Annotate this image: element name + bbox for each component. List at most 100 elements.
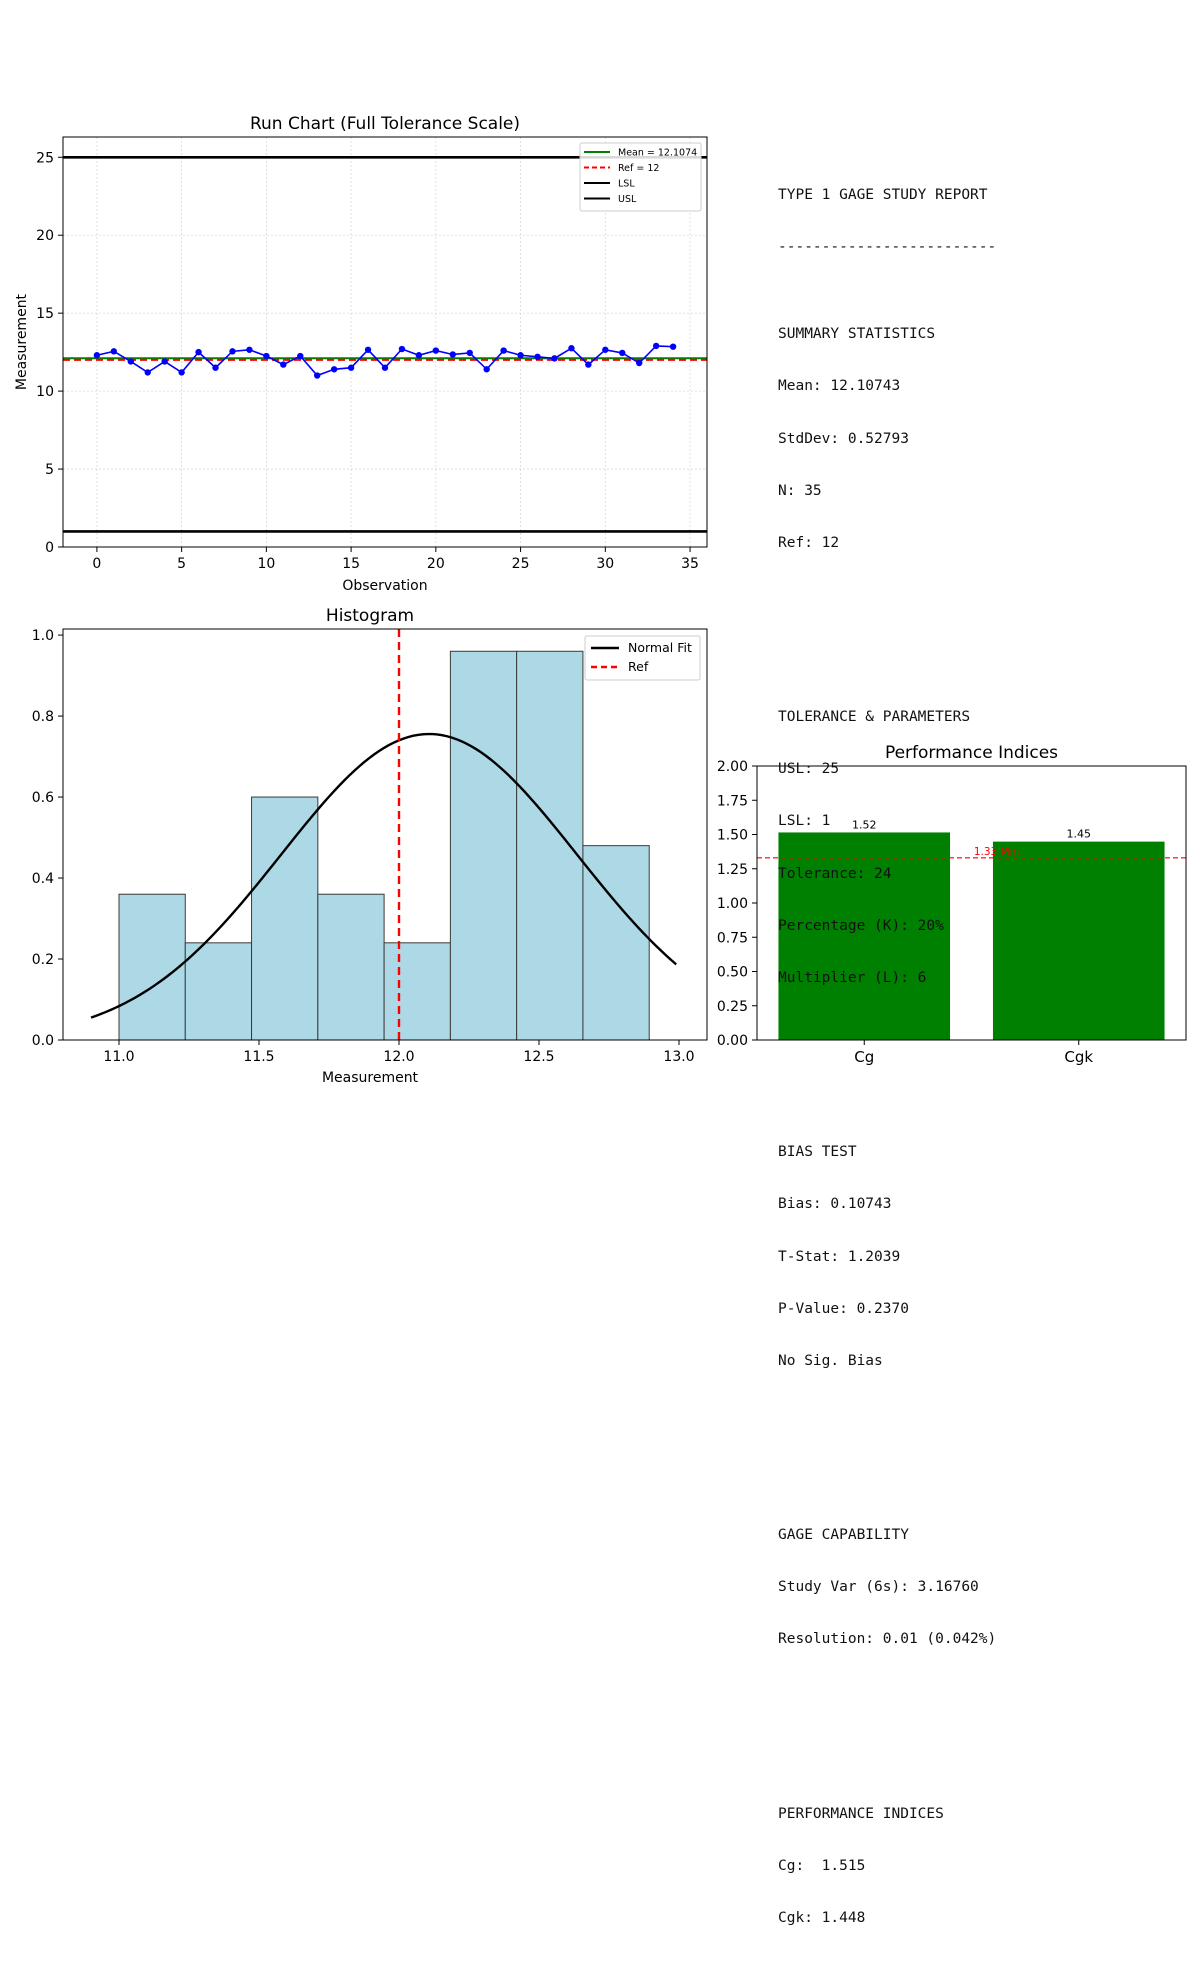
y-tick-label: 0.00	[717, 1033, 748, 1049]
data-point	[161, 358, 168, 365]
x-axis-label: Observation	[342, 578, 427, 594]
report-section-summary: SUMMARY STATISTICS Mean: 12.10743 StdDev…	[778, 291, 996, 587]
y-tick-label: 0.0	[32, 1033, 54, 1049]
data-point	[398, 345, 406, 353]
data-point	[297, 352, 304, 360]
data-point	[652, 342, 660, 350]
data-point	[229, 348, 236, 355]
y-tick-label: 0	[45, 540, 54, 556]
data-point	[483, 366, 490, 373]
y-tick-label: 1.00	[717, 896, 748, 912]
legend-label: USL	[618, 194, 637, 205]
y-tick-label: 2.00	[717, 759, 748, 775]
report-line: P-Value: 0.2370	[778, 1300, 909, 1317]
y-tick-label: 0.25	[717, 999, 748, 1015]
data-point	[449, 351, 456, 358]
data-point	[636, 359, 643, 367]
report-line: Study Var (6s): 3.16760	[778, 1579, 979, 1596]
report-section-performance: PERFORMANCE INDICES Cg: 1.515 Cgk: 1.448	[778, 1771, 996, 1962]
y-tick-label: 25	[36, 150, 54, 166]
report-section-tolerance: TOLERANCE & PARAMETERS USL: 25 LSL: 1 To…	[778, 674, 996, 1022]
gage-study-report: TYPE 1 GAGE STUDY REPORT ---------------…	[778, 152, 996, 1980]
legend-label: Normal Fit	[628, 640, 692, 655]
bar	[778, 832, 951, 1040]
data-point	[347, 364, 355, 371]
section-header: TOLERANCE & PARAMETERS	[778, 708, 971, 725]
y-tick-label: 1.75	[717, 793, 748, 809]
chart-title: Histogram	[326, 606, 414, 626]
histogram-bar	[251, 796, 319, 1041]
histogram-bar	[516, 650, 584, 1041]
data-point	[263, 352, 270, 360]
x-tick-label: 11.0	[103, 1049, 134, 1065]
x-tick-label: 12.0	[383, 1049, 414, 1065]
report-section-bias: BIAS TEST Bias: 0.10743 T-Stat: 1.2039 P…	[778, 1109, 996, 1405]
report-line: Multiplier (L): 6	[778, 970, 927, 987]
y-tick-label: 10	[36, 384, 54, 400]
report-line: Resolution: 0.01 (0.042%)	[778, 1631, 997, 1648]
data-point	[500, 347, 507, 354]
x-tick-label: 20	[427, 556, 445, 572]
data-point	[127, 358, 134, 365]
y-tick-label: 0.50	[717, 965, 748, 981]
section-header: BIAS TEST	[778, 1144, 857, 1161]
plot-frame	[62, 136, 708, 548]
data-point	[330, 366, 338, 373]
x-tick-label: 11.5	[243, 1049, 274, 1065]
x-tick-label: Cg	[854, 1048, 874, 1066]
y-tick-label: 0.4	[32, 871, 54, 887]
threshold-label: 1.33 Min	[974, 846, 1019, 858]
data-label: 1.45	[1067, 828, 1092, 841]
x-tick-label: Cgk	[1064, 1048, 1093, 1066]
data-point	[144, 369, 151, 376]
x-tick-label: 25	[512, 556, 530, 572]
data-point	[110, 348, 118, 355]
data-point	[381, 364, 389, 371]
section-header: SUMMARY STATISTICS	[778, 326, 936, 343]
report-line: Ref: 12	[778, 534, 840, 551]
histogram-bar	[383, 942, 451, 1041]
data-point	[517, 352, 524, 359]
data-point	[415, 352, 423, 359]
y-tick-label: 1.50	[717, 828, 748, 844]
y-tick-label: 0.75	[717, 930, 748, 946]
y-tick-label: 20	[36, 228, 54, 244]
report-title: TYPE 1 GAGE STUDY REPORT	[778, 186, 988, 203]
data-point	[364, 346, 372, 353]
data-point	[602, 346, 609, 353]
report-line: Percentage (K): 20%	[778, 917, 944, 934]
legend: Mean = 12.1074 Ref = 12 LSL USL	[579, 142, 702, 212]
data-point	[551, 355, 558, 362]
report-line: Mean: 12.10743	[778, 378, 901, 395]
x-tick-label: 10	[257, 556, 275, 572]
x-tick-label: 13.0	[663, 1049, 694, 1065]
section-header: GAGE CAPABILITY	[778, 1527, 909, 1544]
data-point	[432, 347, 440, 354]
data-point	[619, 349, 626, 357]
data-point	[466, 349, 473, 357]
y-tick-label: 0.6	[32, 790, 54, 806]
report-line: StdDev: 0.52793	[778, 430, 909, 447]
report-line: T-Stat: 1.2039	[778, 1248, 901, 1265]
report-line: Tolerance: 24	[778, 865, 892, 882]
report-section-capability: GAGE CAPABILITY Study Var (6s): 3.16760 …	[778, 1492, 996, 1683]
legend-box	[579, 142, 702, 212]
x-tick-label: 0	[92, 556, 101, 572]
normal-fit-curve	[90, 732, 677, 1019]
y-tick-label: 0.2	[32, 952, 54, 968]
legend-label: LSL	[618, 179, 635, 190]
y-axis-label: Measurement	[14, 293, 30, 390]
y-tick-label: 15	[36, 306, 54, 322]
x-tick-label: 30	[596, 556, 614, 572]
histogram-bar	[118, 893, 186, 1041]
data-point	[314, 372, 321, 379]
figure-canvas: 0 5 10 15 20 25 30 35 0 5 10 15 20 25 Run Chart (Full …	[14, 114, 1187, 1086]
x-tick-label: 35	[681, 556, 699, 572]
histogram-bar	[449, 650, 518, 1041]
plot-frame	[62, 628, 708, 1041]
data-point	[178, 369, 185, 376]
report-line: No Sig. Bias	[778, 1353, 883, 1369]
legend-label: Ref	[628, 659, 649, 674]
data-point	[534, 353, 541, 361]
x-axis-label: Measurement	[322, 1070, 419, 1086]
